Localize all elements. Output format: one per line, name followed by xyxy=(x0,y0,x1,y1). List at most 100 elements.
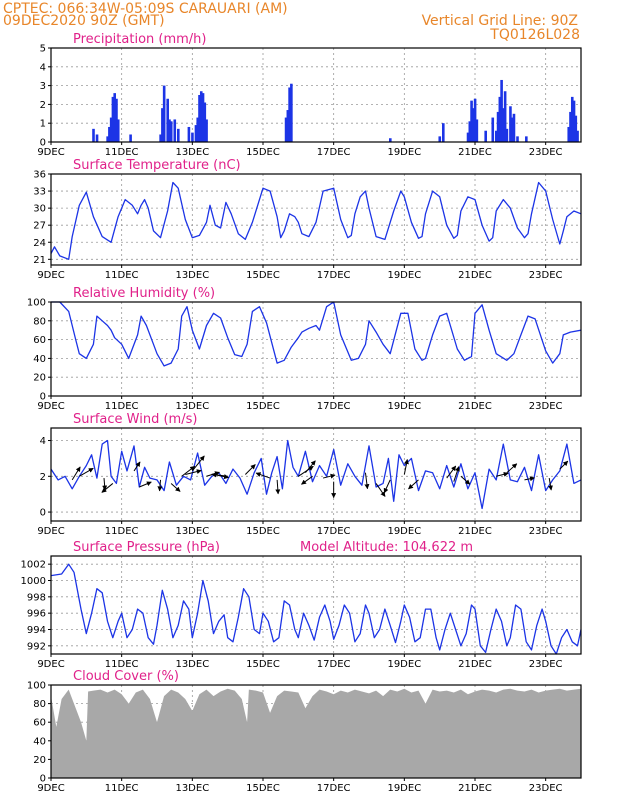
precip-bar xyxy=(162,85,166,142)
precip-bar xyxy=(288,87,291,142)
precip-bar xyxy=(199,91,203,142)
x-tick-label: 19DEC xyxy=(387,783,421,794)
precip-bar xyxy=(168,119,171,142)
x-tick-label: 21DEC xyxy=(458,147,492,158)
x-tick-label: 21DEC xyxy=(458,526,492,537)
wind-vector xyxy=(71,466,81,481)
precip-bar xyxy=(468,121,472,142)
x-tick-label: 17DEC xyxy=(317,659,351,670)
precip-bar xyxy=(525,136,528,142)
wind-vector xyxy=(139,481,152,488)
x-tick-label: 11DEC xyxy=(105,147,139,158)
precip-bar xyxy=(438,136,442,142)
y-tick-label: 992 xyxy=(27,641,46,652)
y-tick-label: 996 xyxy=(27,609,46,620)
precip-bar xyxy=(115,98,118,142)
panel-5: 0 20 40 60 80 100 9DEC 11DEC 13DEC 15DEC 17DEC 19DE… xyxy=(27,669,582,794)
precip-bar xyxy=(509,106,512,142)
y-tick-label: 21 xyxy=(33,255,46,266)
y-tick-label: 20 xyxy=(33,373,46,384)
wind-vector xyxy=(506,463,518,474)
x-tick-label: 23DEC xyxy=(529,270,563,281)
x-tick-label: 13DEC xyxy=(175,659,209,670)
precip-bar xyxy=(442,123,445,142)
x-tick-label: 19DEC xyxy=(387,401,421,412)
wind-vector xyxy=(547,477,553,491)
wind-vector xyxy=(403,459,409,475)
x-tick-label: 23DEC xyxy=(529,147,563,158)
wind-vector xyxy=(181,465,196,477)
y-tick-label: 80 xyxy=(33,316,46,327)
x-tick-label: 13DEC xyxy=(175,401,209,412)
panel-title: Surface Pressure (hPa) xyxy=(73,540,220,555)
wind-vector xyxy=(79,467,94,477)
y-tick-label: 36 xyxy=(33,170,46,181)
y-tick-label: 100 xyxy=(27,681,46,692)
x-tick-label: 21DEC xyxy=(458,659,492,670)
x-tick-label: 21DEC xyxy=(458,401,492,412)
precip-bar xyxy=(574,115,578,142)
precip-bar xyxy=(473,98,477,142)
x-tick-label: 11DEC xyxy=(105,270,139,281)
panel-title: Surface Wind (m/s) xyxy=(73,412,197,427)
x-tick-label: 15DEC xyxy=(246,526,280,537)
y-tick-label: 40 xyxy=(33,354,46,365)
x-tick-label: 17DEC xyxy=(317,401,351,412)
wind-vector xyxy=(298,465,314,477)
precip-bar xyxy=(505,128,509,142)
wind-vector xyxy=(255,472,271,479)
precip-bar xyxy=(503,91,507,142)
precip-bar xyxy=(161,108,164,142)
panel-3: 0 2 4 9DEC 11DEC 13DEC 15DEC 17DEC 19DEC 21DEC 23D… xyxy=(37,412,582,537)
header-date: 09DEC2020 90Z (GMT) xyxy=(3,13,165,29)
x-tick-label: 23DEC xyxy=(529,783,563,794)
panel-title: Surface Temperature (nC) xyxy=(73,158,241,173)
x-tick-label: 13DEC xyxy=(175,526,209,537)
y-tick-label: 2 xyxy=(40,472,46,483)
wind-vector xyxy=(170,483,181,492)
precip-bar xyxy=(472,108,475,142)
y-tick-label: 100 xyxy=(27,298,46,309)
precip-bar xyxy=(177,128,180,142)
x-tick-label: 17DEC xyxy=(317,147,351,158)
panels: 0 1 2 3 4 5 9DEC 11DEC 13DEC 15DEC 17DEC 19DEC 21DEC… xyxy=(21,32,582,794)
panel-1: 21 24 27 30 33 36 9DEC 11DEC 13DEC 15DEC 17DEC 19DE… xyxy=(33,158,582,281)
header-run-id: TQ0126L028 xyxy=(489,27,580,43)
precip-bar xyxy=(567,126,571,142)
x-tick-label: 9DEC xyxy=(37,147,64,158)
y-tick-label: 60 xyxy=(33,718,46,729)
precip-bar xyxy=(491,117,495,142)
y-tick-label: 30 xyxy=(33,204,46,215)
wind-vector xyxy=(453,466,460,482)
wind-vector xyxy=(496,471,509,477)
precip-bar xyxy=(572,100,576,142)
wind-vector xyxy=(524,476,535,482)
y-tick-label: 3 xyxy=(40,81,46,92)
y-tick-label: 4 xyxy=(40,62,46,73)
precip-bar xyxy=(516,136,519,142)
precip-bar xyxy=(576,130,579,142)
x-tick-label: 11DEC xyxy=(105,401,139,412)
series-line xyxy=(50,181,582,260)
wind-vector xyxy=(191,455,205,472)
precip-bar xyxy=(113,93,116,142)
precip-bar xyxy=(475,119,479,142)
panel-4: 992 994 996 998 1000 1002 9DEC 11DEC 13DEC 15DEC 1… xyxy=(21,540,582,670)
x-tick-label: 17DEC xyxy=(317,783,351,794)
precip-bar xyxy=(484,130,487,142)
y-tick-label: 0 xyxy=(40,774,46,785)
precip-bar xyxy=(201,93,205,142)
panel-frame xyxy=(50,684,582,779)
precip-bar xyxy=(111,96,115,142)
precip-bar xyxy=(512,113,516,142)
panel-frame xyxy=(50,47,582,143)
y-tick-label: 1002 xyxy=(21,560,46,571)
precip-bar xyxy=(169,121,173,142)
x-tick-label: 19DEC xyxy=(387,147,421,158)
panel-title: Precipitation (mm/h) xyxy=(73,32,206,47)
x-tick-label: 9DEC xyxy=(37,659,64,670)
x-tick-label: 9DEC xyxy=(37,783,64,794)
header-grid-note: Vertical Grid Line: 90Z xyxy=(422,13,578,29)
y-tick-label: 4 xyxy=(40,436,46,447)
